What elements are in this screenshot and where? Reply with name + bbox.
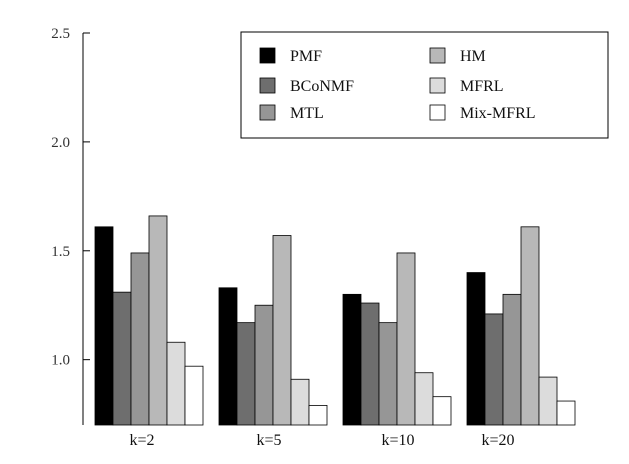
y-tick-label: 1.0 <box>51 353 70 369</box>
bar-mfrl-k20 <box>538 376 558 426</box>
y-tick-label: 2.0 <box>51 135 70 151</box>
x-category-label: k=5 <box>256 432 281 449</box>
bar-mtl-k2 <box>130 252 150 426</box>
bar-mtl-k20 <box>502 293 522 426</box>
bar-bconmf-k20 <box>484 313 504 426</box>
legend-label-pmf: PMF <box>290 48 322 65</box>
bar-hm-k20 <box>520 226 540 426</box>
y-axis-ticks: 1.0 1.5 2.0 2.5 <box>51 26 90 369</box>
bar-pmf-k20 <box>466 272 486 426</box>
bar-pmf-k2 <box>94 226 114 426</box>
bar-mix-mfrl-k20 <box>556 400 576 426</box>
bar-bconmf-k10 <box>360 302 380 426</box>
legend-swatch-mfrl <box>429 77 446 94</box>
bars-group <box>94 215 576 426</box>
legend-label-mtl: MTL <box>290 105 324 122</box>
legend-swatch-hm <box>429 47 446 64</box>
bar-hm-k2 <box>148 215 168 426</box>
bar-mix-mfrl-k5 <box>308 404 328 426</box>
legend-label-hm: HM <box>460 48 486 65</box>
y-tick-label: 2.5 <box>51 26 70 42</box>
bar-bconmf-k2 <box>112 291 132 426</box>
legend: PMF BCoNMF MTL HM MFRL Mix-MFRL <box>240 31 609 139</box>
legend-swatch-bconmf <box>259 77 276 94</box>
legend-swatch-mtl <box>259 104 276 121</box>
bar-hm-k5 <box>272 235 292 426</box>
bar-mix-mfrl-k10 <box>432 396 452 426</box>
bar-bconmf-k5 <box>236 322 256 426</box>
legend-swatch-mix-mfrl <box>429 104 446 121</box>
x-category-label: k=20 <box>481 432 514 449</box>
x-axis-labels: k=2 k=5 k=10 k=20 <box>129 432 514 449</box>
legend-label-bconmf: BCoNMF <box>290 78 354 95</box>
plot-frame <box>82 32 90 425</box>
bar-mtl-k10 <box>378 322 398 426</box>
bar-pmf-k10 <box>342 293 362 426</box>
legend-label-mfrl: MFRL <box>460 78 504 95</box>
bar-hm-k10 <box>396 252 416 426</box>
legend-box <box>240 31 609 139</box>
x-category-label: k=2 <box>129 432 154 449</box>
legend-swatch-pmf <box>259 47 276 64</box>
legend-label-mix-mfrl: Mix-MFRL <box>460 105 536 122</box>
bar-mix-mfrl-k2 <box>184 365 204 426</box>
x-category-label: k=10 <box>381 432 414 449</box>
bar-mtl-k5 <box>254 304 274 426</box>
bar-mfrl-k2 <box>166 341 186 426</box>
bar-pmf-k5 <box>218 287 238 426</box>
bar-mfrl-k10 <box>414 372 434 426</box>
bar-mfrl-k5 <box>290 378 310 426</box>
y-tick-label: 1.5 <box>51 244 70 260</box>
